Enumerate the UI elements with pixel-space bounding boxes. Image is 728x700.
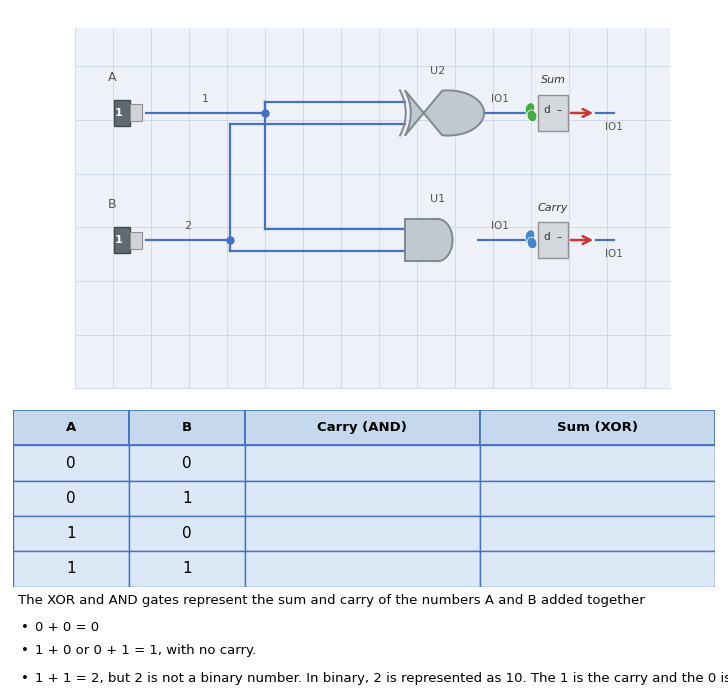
Text: A: A [66, 421, 76, 434]
Bar [245, 552, 480, 587]
Bar [129, 410, 245, 445]
Bar [480, 445, 715, 481]
Bar [130, 104, 142, 121]
Text: 0: 0 [66, 456, 76, 470]
Text: –: – [557, 105, 562, 115]
Text: 1: 1 [115, 108, 123, 118]
Bar [129, 552, 245, 587]
Bar [480, 410, 715, 445]
Text: •: • [21, 673, 29, 685]
Polygon shape [405, 90, 484, 136]
Text: –: – [557, 232, 562, 242]
Bar [130, 232, 142, 248]
Text: 2: 2 [184, 220, 191, 231]
Text: 1 + 1 = 2, but 2 is not a binary number. In binary, 2 is represented as 10. The : 1 + 1 = 2, but 2 is not a binary number.… [35, 673, 728, 685]
Text: d: d [544, 105, 550, 115]
Text: Carry: Carry [538, 202, 569, 213]
Bar [245, 481, 480, 516]
Ellipse shape [525, 103, 535, 115]
Text: U2: U2 [430, 66, 445, 76]
Text: 1: 1 [182, 561, 191, 577]
Bar [13, 410, 129, 445]
Bar [114, 228, 130, 253]
Text: The XOR and AND gates represent the sum and carry of the numbers A and B added t: The XOR and AND gates represent the sum … [18, 594, 645, 606]
Bar [129, 445, 245, 481]
Bar [245, 445, 480, 481]
Bar [245, 410, 480, 445]
Text: 1: 1 [115, 235, 123, 245]
Text: 0: 0 [182, 526, 191, 541]
Text: •: • [21, 644, 29, 657]
Bar [245, 516, 480, 552]
Text: 1: 1 [182, 491, 191, 506]
Bar [405, 219, 438, 261]
Bar [13, 445, 129, 481]
Wedge shape [438, 219, 453, 261]
Text: IO1: IO1 [491, 220, 509, 231]
Bar [480, 552, 715, 587]
Bar [538, 94, 568, 132]
Text: 0: 0 [182, 456, 191, 470]
Bar [114, 100, 130, 126]
Text: 1 + 0 or 0 + 1 = 1, with no carry.: 1 + 0 or 0 + 1 = 1, with no carry. [35, 644, 256, 657]
Text: Sum: Sum [540, 76, 566, 85]
Bar [13, 481, 129, 516]
Text: 1: 1 [66, 526, 76, 541]
Text: Sum (XOR): Sum (XOR) [557, 421, 638, 434]
Text: B: B [182, 421, 192, 434]
Text: 1: 1 [202, 94, 208, 104]
Bar [13, 516, 129, 552]
Text: Carry (AND): Carry (AND) [317, 421, 407, 434]
Bar [538, 222, 568, 258]
Text: 1: 1 [66, 561, 76, 577]
Bar [480, 481, 715, 516]
Text: IO1: IO1 [605, 249, 623, 259]
Bar [480, 516, 715, 552]
Text: •: • [21, 621, 29, 634]
Ellipse shape [527, 110, 537, 122]
Text: 0: 0 [66, 491, 76, 506]
Bar [75, 28, 670, 388]
Bar [13, 552, 129, 587]
Ellipse shape [527, 237, 537, 248]
Text: d: d [544, 232, 550, 242]
Text: 0 + 0 = 0: 0 + 0 = 0 [35, 621, 99, 634]
Bar [129, 481, 245, 516]
Text: A: A [108, 71, 116, 84]
Bar [129, 516, 245, 552]
Text: B: B [108, 198, 116, 211]
Text: IO1: IO1 [605, 122, 623, 132]
Text: U1: U1 [430, 194, 445, 204]
Text: IO1: IO1 [491, 94, 509, 104]
Ellipse shape [525, 230, 535, 242]
